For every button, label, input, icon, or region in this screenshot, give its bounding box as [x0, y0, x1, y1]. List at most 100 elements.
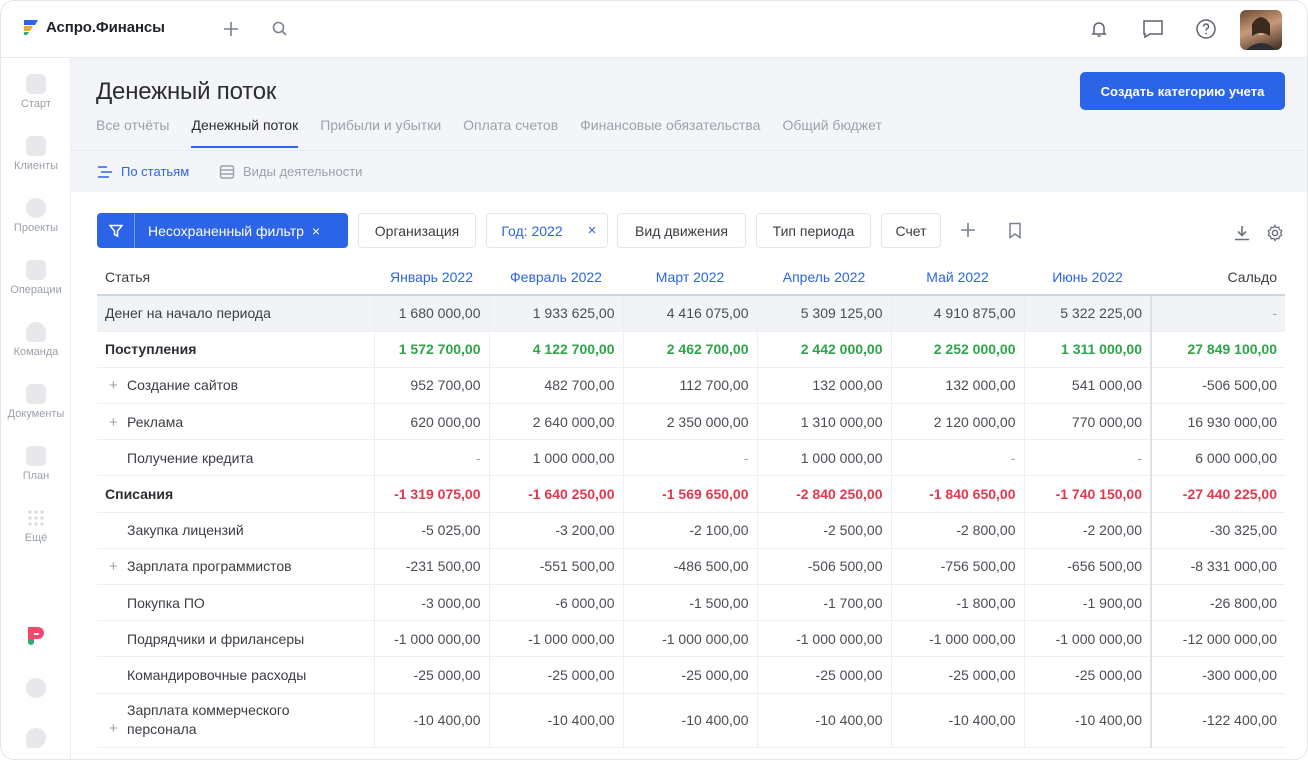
subtab-activity-types[interactable]: Виды деятельности	[219, 164, 362, 179]
cell-value: 2 350 000,00	[622, 403, 757, 441]
report-tabs: Все отчёты Денежный поток Прибыли и убыт…	[96, 117, 882, 150]
row-name: Получение кредита	[97, 439, 374, 477]
unsaved-filter-button[interactable]: Несохраненный фильтр ×	[97, 213, 348, 248]
sidebar-item-projects[interactable]: Проекты	[1, 198, 71, 234]
tab-cash-flow[interactable]: Денежный поток	[191, 117, 298, 150]
cell-value: 482 700,00	[488, 367, 623, 405]
cell-value: -25 000,00	[622, 656, 757, 694]
period-type-filter[interactable]: Тип периода	[756, 213, 871, 248]
cell-value: 620 000,00	[373, 403, 489, 441]
organization-filter[interactable]: Организация	[358, 213, 476, 248]
sidebar-item-start[interactable]: Старт	[1, 74, 71, 110]
add-filter-icon[interactable]	[957, 219, 979, 241]
row-name: Командировочные расходы	[97, 656, 374, 694]
expand-icon[interactable]: +	[109, 377, 118, 395]
account-filter[interactable]: Счет	[881, 213, 941, 248]
search-icon[interactable]	[269, 18, 291, 40]
cell-value: -10 400,00	[1023, 693, 1151, 748]
table-row: + Зарплата коммерческого персонала -10 40…	[97, 693, 1285, 748]
row-name: Денег на начало периода	[97, 295, 374, 332]
sidebar-item-clients[interactable]: Клиенты	[1, 136, 71, 172]
expand-icon[interactable]: +	[109, 720, 118, 738]
cell-value: -486 500,00	[622, 548, 757, 586]
settings-icon[interactable]	[1, 678, 71, 698]
column-header-month[interactable]: Февраль 2022	[489, 259, 623, 296]
sidebar-item-plan[interactable]: План	[1, 446, 71, 482]
column-header-balance[interactable]: Сальдо	[1151, 259, 1285, 296]
sidebar-item-more[interactable]: Ещё	[1, 508, 71, 544]
cell-balance: -	[1150, 295, 1285, 332]
cell-value: -2 500,00	[756, 512, 891, 549]
cell-value: 5 322 225,00	[1023, 295, 1151, 332]
cell-value: 952 700,00	[373, 367, 489, 405]
cell-value: 2 252 000,00	[890, 331, 1024, 368]
folder-icon	[26, 198, 46, 218]
column-header-month[interactable]: Апрель 2022	[757, 259, 891, 296]
row-name: Подрядчики и фрилансеры	[97, 620, 374, 658]
column-header-month[interactable]: Июнь 2022	[1024, 259, 1151, 296]
chat-icon[interactable]	[1142, 18, 1164, 40]
gear-icon[interactable]	[1264, 222, 1286, 244]
expand-icon[interactable]: +	[109, 413, 118, 431]
sidebar-item-documents[interactable]: Документы	[1, 384, 71, 420]
cell-value: -2 200,00	[1023, 512, 1151, 549]
avatar[interactable]	[1240, 10, 1282, 50]
cell-value: -551 500,00	[488, 548, 623, 586]
row-name: Закупка лицензий	[97, 512, 374, 549]
sidebar-item-team[interactable]: Команда	[1, 322, 71, 358]
tab-profit-loss[interactable]: Прибыли и убытки	[320, 117, 442, 133]
movement-type-filter[interactable]: Вид движения	[617, 213, 746, 248]
team-icon	[26, 322, 46, 342]
plus-icon[interactable]	[220, 18, 242, 40]
table-row: Получение кредита - 1 000 000,00 - 1 000…	[97, 439, 1285, 477]
top-bar: Аспро.Финансы	[1, 1, 1307, 58]
cell-balance: 27 849 100,00	[1150, 331, 1285, 368]
cell-value: -231 500,00	[373, 548, 489, 586]
cell-balance: -506 500,00	[1150, 367, 1285, 405]
sidebar-item-operations[interactable]: Операции	[1, 260, 71, 296]
logo-icon	[24, 20, 38, 35]
cell-value: -2 840 250,00	[756, 475, 891, 513]
table-row: Покупка ПО -3 000,00 -6 000,00 -1 500,00…	[97, 584, 1285, 622]
cell-value: -10 400,00	[622, 693, 757, 748]
row-name: Зарплата коммерческого персонала	[127, 702, 290, 738]
table-row-income[interactable]: Поступления 1 572 700,00 4 122 700,00 2 …	[97, 331, 1285, 368]
table-row: Подрядчики и фрилансеры -1 000 000,00 -1…	[97, 620, 1285, 658]
cell-value: -1 840 650,00	[890, 475, 1024, 513]
sidebar-item-label: Старт	[21, 98, 51, 110]
tab-general-budget[interactable]: Общий бюджет	[782, 117, 882, 133]
clear-filter-icon[interactable]: ×	[311, 222, 321, 239]
subtab-by-items[interactable]: По статьям	[97, 164, 189, 179]
bell-icon[interactable]	[1088, 18, 1110, 40]
view-switcher: По статьям Виды деятельности	[71, 150, 1307, 192]
support-chat-icon[interactable]	[1, 728, 71, 748]
tab-financial-obligations[interactable]: Финансовые обязательства	[580, 117, 761, 133]
create-category-button[interactable]: Создать категорию учета	[1080, 72, 1285, 110]
cell-value: -10 400,00	[373, 693, 489, 748]
help-icon[interactable]	[1195, 18, 1217, 40]
cell-value: 770 000,00	[1023, 403, 1151, 441]
cell-value: -1 000 000,00	[1023, 620, 1151, 658]
column-header-month[interactable]: Январь 2022	[374, 259, 489, 296]
table-row-expenses[interactable]: Списания -1 319 075,00 -1 640 250,00 -1 …	[97, 475, 1285, 513]
clear-year-icon[interactable]: ×	[577, 213, 608, 248]
cell-value: -10 400,00	[890, 693, 1024, 748]
table-row: Командировочные расходы -25 000,00 -25 0…	[97, 656, 1285, 694]
cell-balance: -27 440 225,00	[1150, 475, 1285, 513]
cell-value: -25 000,00	[373, 656, 489, 694]
column-header-item[interactable]: Статья	[97, 259, 374, 296]
cell-value: -506 500,00	[756, 548, 891, 586]
column-header-month[interactable]: Март 2022	[623, 259, 757, 296]
column-header-month[interactable]: Май 2022	[891, 259, 1024, 296]
expand-icon[interactable]: +	[109, 558, 118, 576]
year-filter[interactable]: Год: 2022	[486, 213, 578, 248]
page-header: Денежный поток Создать категорию учета В…	[71, 58, 1307, 150]
tab-bill-payment[interactable]: Оплата счетов	[463, 117, 559, 133]
bookmark-icon[interactable]	[1004, 219, 1026, 241]
cell-value: 1 572 700,00	[373, 331, 489, 368]
brand-icon[interactable]	[1, 624, 71, 646]
app-logo[interactable]: Аспро.Финансы	[22, 19, 165, 36]
download-icon[interactable]	[1231, 222, 1253, 244]
wallet-icon	[26, 260, 46, 280]
tab-all-reports[interactable]: Все отчёты	[96, 117, 170, 133]
